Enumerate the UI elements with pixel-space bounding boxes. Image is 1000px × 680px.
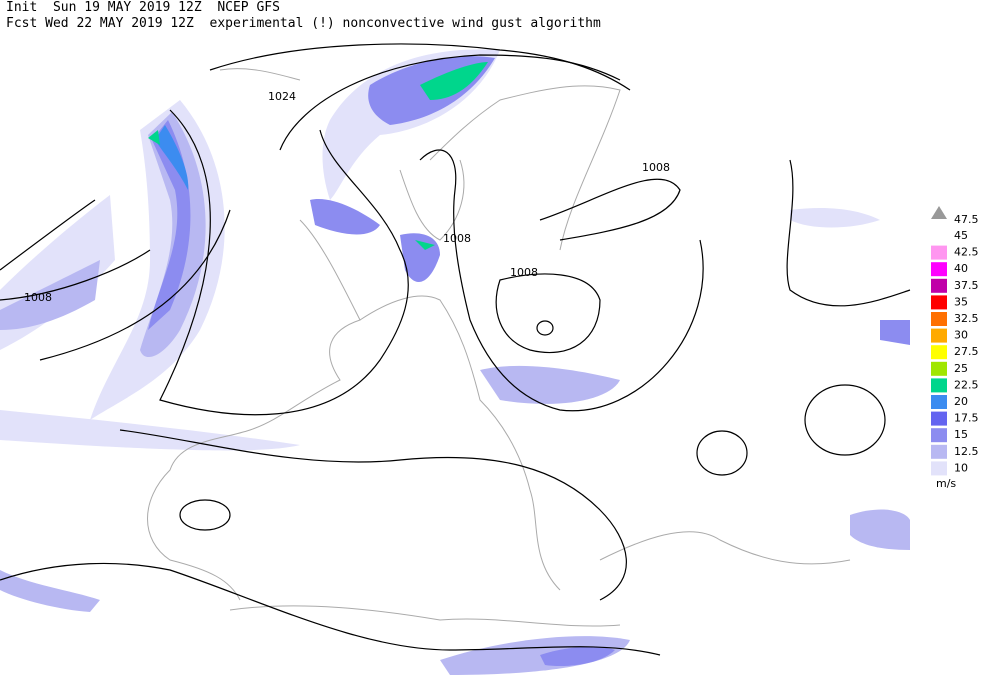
legend-swatch	[931, 312, 947, 326]
legend-swatch	[931, 411, 947, 426]
legend-swatch	[931, 378, 947, 393]
legend-swatch	[931, 262, 947, 277]
legend-swatch	[931, 361, 947, 376]
legend-label: 40	[954, 262, 968, 275]
legend-triangle	[931, 206, 947, 219]
legend-label: 37.5	[954, 279, 979, 292]
legend-swatch	[931, 278, 947, 293]
legend-swatch	[931, 461, 947, 476]
legend-swatch	[931, 229, 947, 243]
legend-label: 42.5	[954, 246, 979, 259]
isobars	[0, 43, 911, 656]
isobar-label: 1008	[510, 266, 538, 279]
legend-label: 30	[954, 329, 968, 342]
legend-top-label: 47.5	[954, 213, 979, 226]
legend-swatch	[931, 245, 947, 260]
coastlines	[147, 68, 851, 627]
isobar-label: 1008	[24, 291, 52, 304]
legend-label: 25	[954, 362, 968, 375]
legend-label: 45	[954, 229, 968, 242]
legend-label: 22.5	[954, 378, 979, 391]
legend-label: 17.5	[954, 412, 979, 425]
gust-shading	[0, 49, 910, 675]
legend-swatch	[931, 395, 947, 409]
isobar-label: 1024	[268, 90, 296, 103]
isobar-label: 1008	[642, 161, 670, 174]
legend-label: 10	[954, 461, 968, 474]
legend-label: 27.5	[954, 345, 979, 358]
legend-label: 15	[954, 428, 968, 441]
isobar-label: 1008	[443, 232, 471, 245]
header-init: Init Sun 19 MAY 2019 12Z NCEP GFS	[6, 0, 280, 15]
header-forecast: Fcst Wed 22 MAY 2019 12Z experimental (!…	[6, 16, 601, 31]
legend-label: 20	[954, 395, 968, 408]
legend-swatch	[931, 444, 947, 459]
legend-swatch	[931, 328, 947, 343]
legend-label: 32.5	[954, 312, 979, 325]
legend-unit: m/s	[936, 477, 956, 490]
legend-swatch	[931, 428, 947, 443]
legend-label: 35	[954, 295, 968, 308]
legend-swatch	[931, 345, 947, 360]
legend-swatch	[931, 295, 947, 310]
legend-label: 12.5	[954, 445, 979, 458]
